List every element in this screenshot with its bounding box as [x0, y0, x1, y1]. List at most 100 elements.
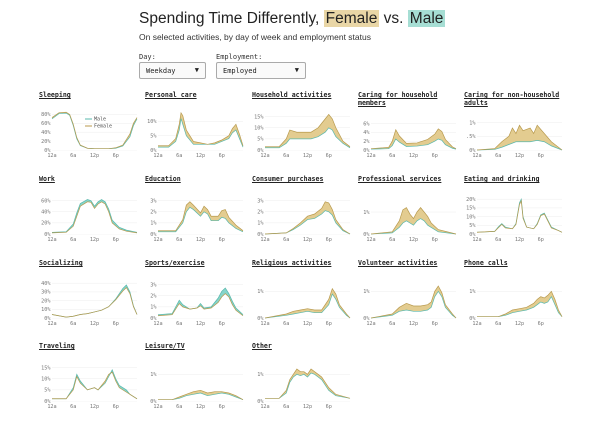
- panel-title[interactable]: Leisure/TV: [145, 342, 185, 350]
- panel-title[interactable]: Work: [39, 175, 55, 183]
- y-tick-label: .5%: [466, 134, 476, 140]
- legend-female-label: Female: [94, 124, 112, 130]
- panel-title[interactable]: Sleeping: [39, 91, 71, 99]
- y-tick-label: 0%: [44, 399, 51, 405]
- y-tick-label: 0%: [363, 316, 370, 322]
- x-tick-label: 12a: [260, 153, 269, 159]
- base-mask: [265, 294, 350, 318]
- panel-education: Education 0% 1% 2% 3% 12a 6a 12p 6p: [145, 175, 247, 248]
- panel-title[interactable]: Consumer purchases: [252, 175, 324, 183]
- x-tick-label: 12a: [153, 321, 162, 327]
- male-line: [157, 287, 244, 316]
- panel-phone-calls: Phone calls 0% 1% 12a 6a 12p 6p: [464, 259, 566, 332]
- panel-chart: 0% 1% 12a 6a 12p 6p: [363, 285, 457, 327]
- chart-subtitle: On selected activities, by day of week a…: [139, 32, 371, 42]
- x-tick-label: 6p: [538, 237, 544, 243]
- x-tick-label: 6a: [70, 404, 76, 410]
- panel-title[interactable]: Sports/exercise: [145, 259, 205, 267]
- female-line: [158, 389, 244, 401]
- y-tick-label: 0%: [44, 316, 51, 322]
- y-tick-label: 0%: [363, 232, 370, 238]
- x-tick-label: 12p: [515, 237, 524, 243]
- y-tick-label: 20%: [41, 298, 51, 304]
- employment-label: Employment:: [216, 53, 263, 61]
- panel-title[interactable]: Traveling: [39, 342, 75, 350]
- day-select-value: Weekday: [146, 67, 176, 75]
- base-mask: [52, 372, 137, 401]
- y-tick-label: 0%: [469, 232, 476, 238]
- y-tick-label: 1%: [257, 372, 264, 378]
- panel-title[interactable]: Professional services: [358, 175, 442, 183]
- panel-caring-household: Caring for household members 0% 2% 4% 6% 12a 6…: [358, 91, 460, 164]
- panel-title[interactable]: Phone calls: [464, 259, 508, 267]
- y-tick-label: 60%: [41, 121, 51, 127]
- panel-chart: 0% 1% 12a 6a 12p 6p: [469, 289, 563, 327]
- panel-consumer-purchases: Consumer purchases 0% 1% 2% 3% 12a 6a 12p 6p: [252, 175, 354, 248]
- panel-title[interactable]: Other: [252, 342, 272, 350]
- y-tick-label: 1%: [469, 120, 476, 126]
- y-tick-label: 5%: [150, 134, 157, 140]
- y-tick-label: 0%: [257, 148, 264, 154]
- female-line: [52, 371, 138, 400]
- x-tick-label: 12a: [260, 404, 269, 410]
- y-tick-label: 1%: [257, 289, 264, 295]
- female-line: [477, 290, 563, 318]
- base-mask: [371, 139, 456, 150]
- panel-sports-exercise: Sports/exercise 0% 1% 2% 3% 12a 6a 12p 6p: [145, 259, 247, 332]
- base-mask: [52, 113, 137, 150]
- panel-other: Other 0% 1% 12a 6a 12p 6p: [252, 342, 354, 415]
- panel-title[interactable]: Caring for household members: [358, 91, 438, 107]
- female-line: [370, 207, 457, 235]
- x-tick-label: 12p: [409, 237, 418, 243]
- panel-chart: 0% .5% 1% 12a 6a 12p 6p: [466, 120, 563, 159]
- panel-chart: 0% 5% 10% 15% 12a 6a 12p 6p: [254, 113, 351, 159]
- y-tick-label: 20%: [41, 139, 51, 145]
- panel-household-activities: Household activities 0% 5% 10% 15% 12a 6a 12p 6p: [252, 91, 354, 164]
- panel-title[interactable]: Volunteer activities: [358, 259, 438, 267]
- panel-title[interactable]: Personal care: [145, 91, 197, 99]
- y-tick-label: 40%: [41, 210, 51, 216]
- x-tick-label: 12p: [409, 321, 418, 327]
- male-line: [158, 392, 244, 401]
- panel-title[interactable]: Education: [145, 175, 181, 183]
- base-mask: [265, 210, 350, 234]
- panel-socializing: Socializing 0% 10% 20% 30% 40% 12a 6a 12p 6p: [39, 259, 141, 332]
- panel-title[interactable]: Religious activities: [252, 259, 332, 267]
- chevron-down-icon: ▼: [194, 66, 199, 74]
- male-line: [265, 372, 351, 399]
- x-tick-label: 12p: [90, 237, 99, 243]
- x-tick-label: 6a: [176, 404, 182, 410]
- y-tick-label: 0%: [363, 148, 370, 154]
- day-label: Day:: [139, 53, 156, 61]
- panel-chart: 0% 20% 40% 60% 12a 6a 12p 6p: [41, 198, 138, 243]
- panel-religious-activities: Religious activities 0% 1% 12a 6a 12p 6p: [252, 259, 354, 332]
- day-select[interactable]: Weekday ▼: [139, 62, 206, 79]
- x-tick-label: 6p: [113, 404, 119, 410]
- male-line: [476, 140, 563, 151]
- panel-title[interactable]: Eating and drinking: [464, 175, 540, 183]
- base-mask: [371, 291, 456, 318]
- y-tick-label: 0%: [469, 148, 476, 154]
- female-line: [51, 287, 138, 318]
- x-tick-label: 12p: [303, 321, 312, 327]
- panel-chart: 0% 1% 2% 3% 12a 6a 12p 6p: [150, 282, 244, 327]
- y-tick-label: 0%: [150, 148, 157, 154]
- y-tick-label: 0%: [44, 232, 51, 238]
- legend-male-label: Male: [94, 117, 106, 123]
- x-tick-label: 6a: [283, 321, 289, 327]
- y-tick-label: 4%: [363, 130, 370, 136]
- male-line: [158, 206, 244, 233]
- x-tick-label: 12a: [47, 321, 56, 327]
- panel-title[interactable]: Socializing: [39, 259, 83, 267]
- panel-title[interactable]: Household activities: [252, 91, 332, 99]
- x-tick-label: 6p: [326, 237, 332, 243]
- x-tick-label: 12a: [472, 153, 481, 159]
- x-tick-label: 6p: [219, 321, 225, 327]
- employment-select[interactable]: Employed ▼: [216, 62, 306, 79]
- panel-title[interactable]: Caring for non-household adults: [464, 91, 560, 107]
- female-line: [158, 111, 244, 147]
- x-tick-label: 12a: [260, 237, 269, 243]
- y-tick-label: 10%: [147, 119, 157, 125]
- y-tick-label: 0%: [257, 232, 264, 238]
- y-tick-label: 15%: [41, 365, 51, 371]
